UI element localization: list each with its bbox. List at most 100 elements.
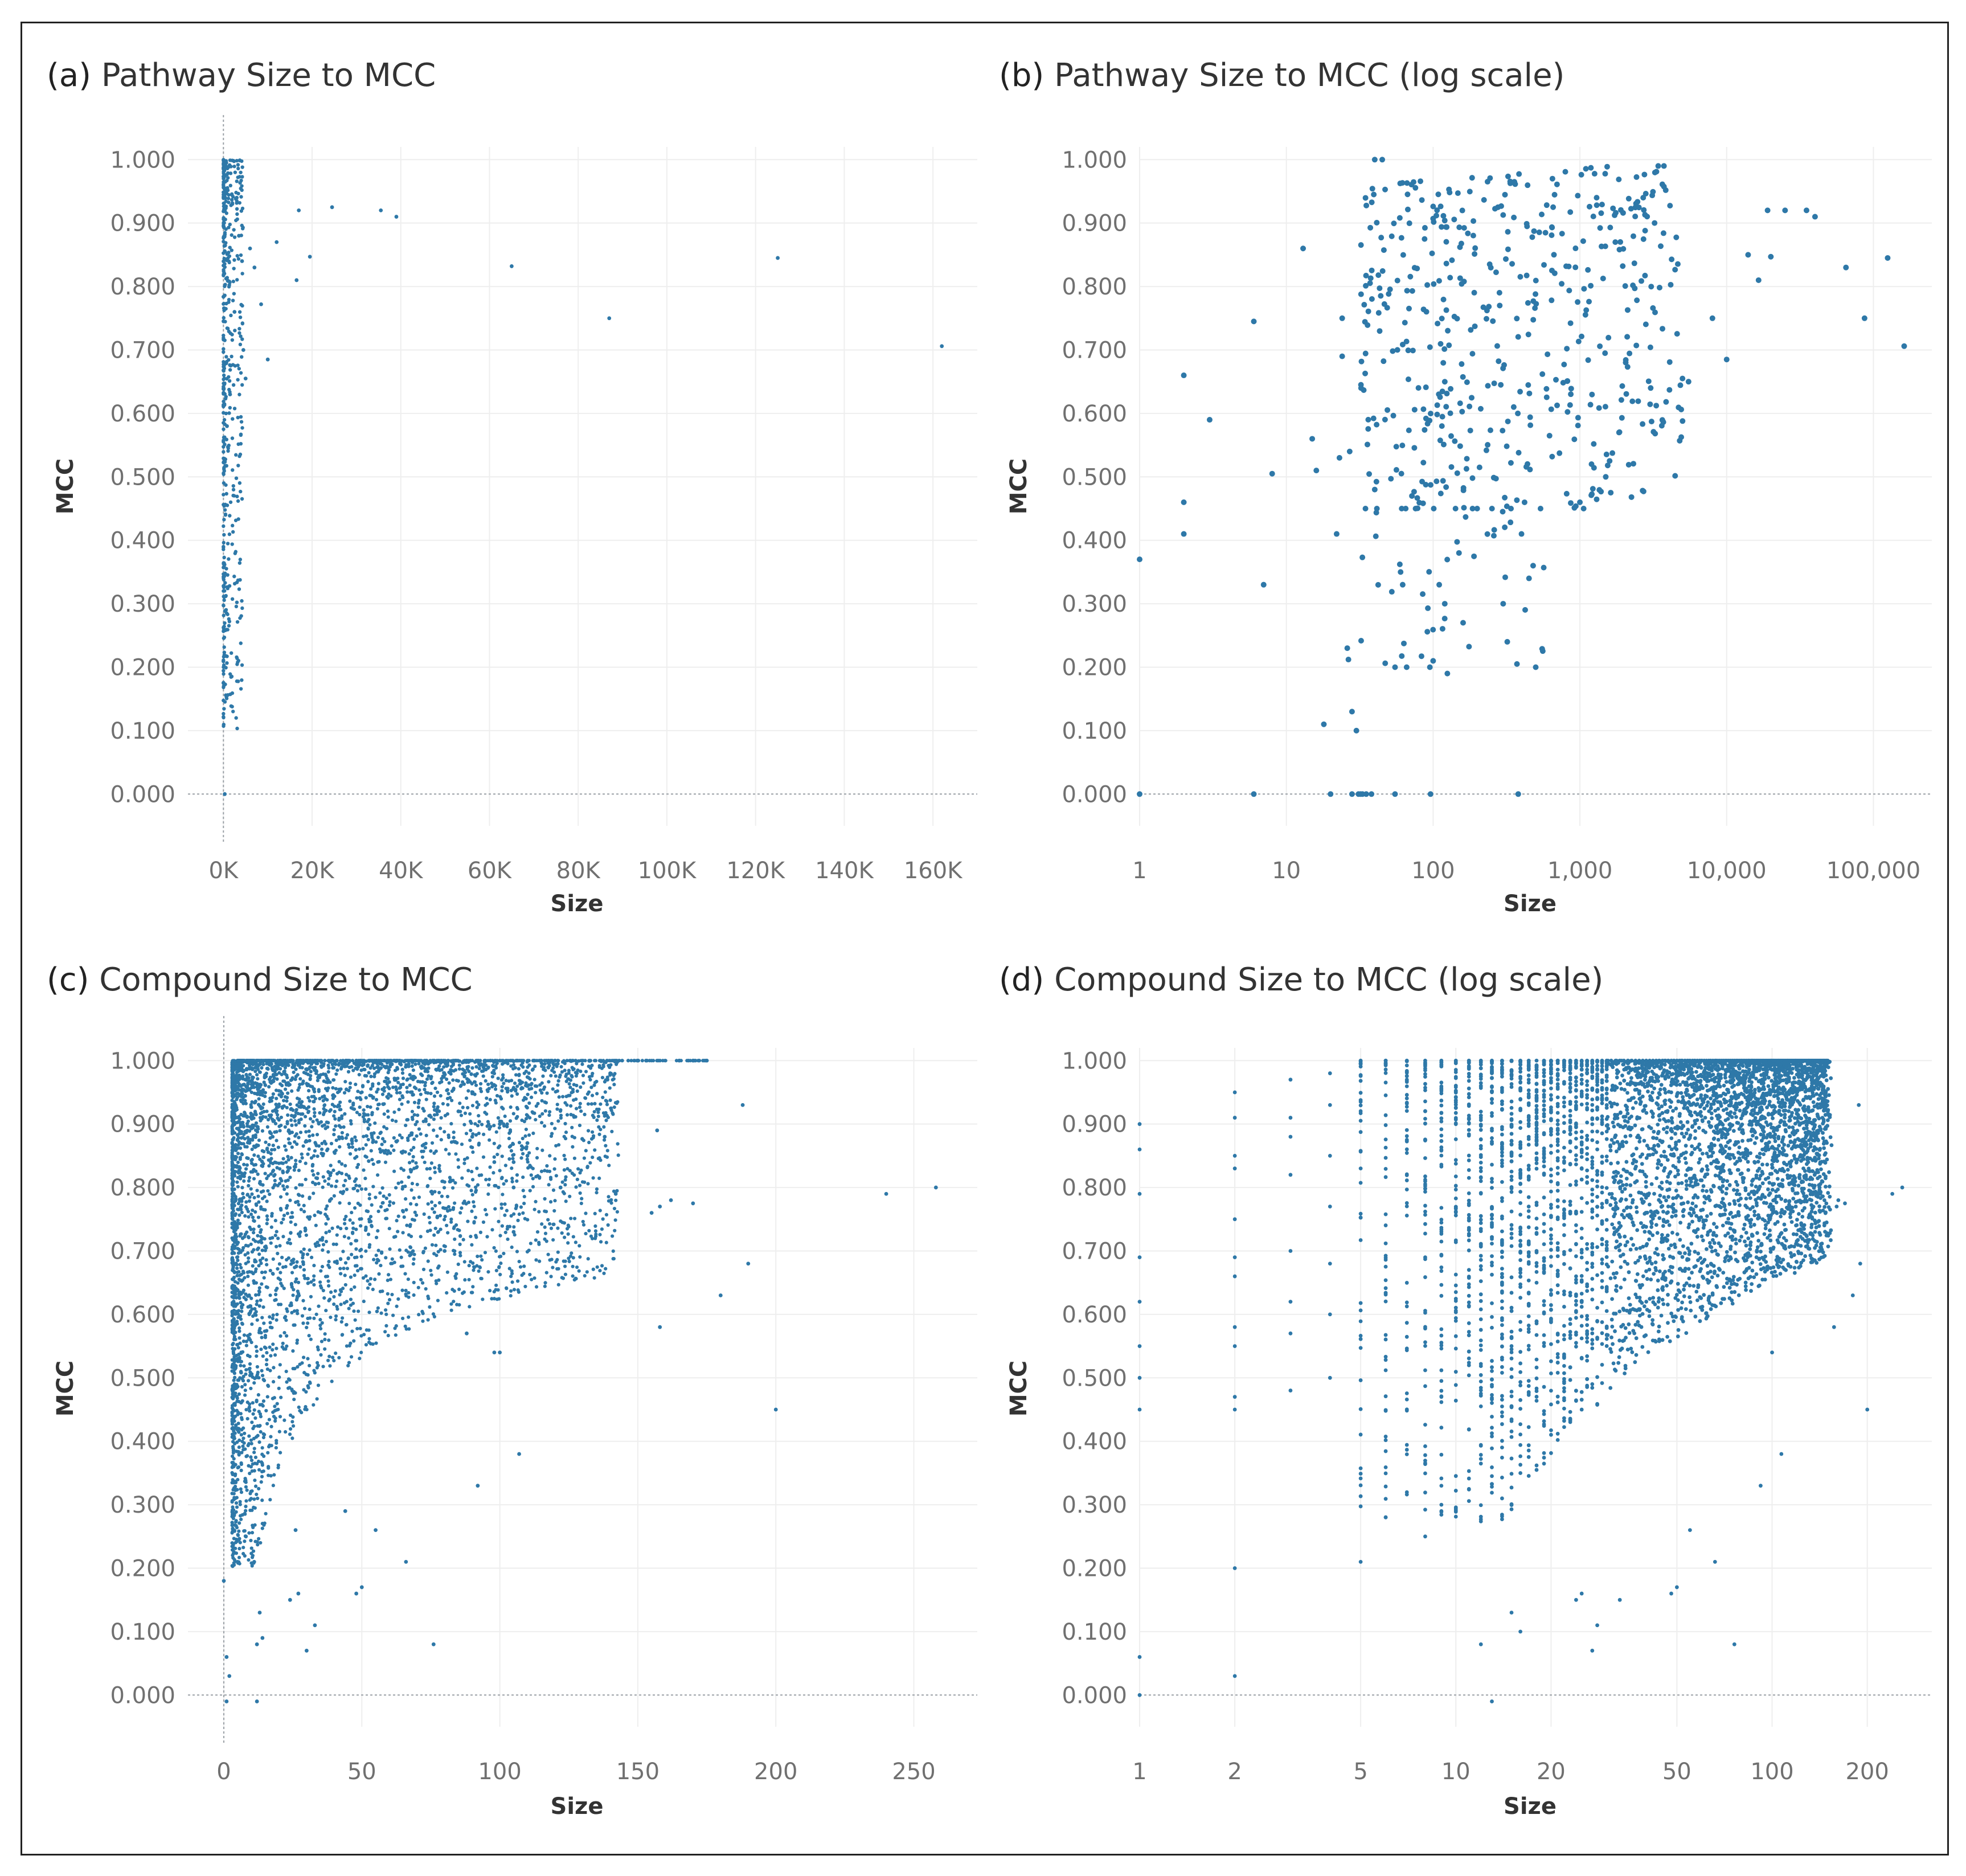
data-point xyxy=(408,1072,412,1077)
data-point xyxy=(1423,415,1429,421)
data-point xyxy=(251,1412,255,1416)
data-point xyxy=(520,1118,524,1123)
data-point xyxy=(260,1461,264,1465)
data-point xyxy=(292,1398,296,1402)
data-point xyxy=(417,1195,421,1199)
data-point xyxy=(577,1183,582,1187)
data-point xyxy=(416,1113,420,1117)
data-point xyxy=(379,1205,383,1209)
data-point xyxy=(236,1185,240,1189)
data-point xyxy=(490,1071,494,1075)
data-point xyxy=(222,629,226,633)
data-point xyxy=(239,420,244,424)
data-point xyxy=(435,1090,440,1095)
data-point xyxy=(265,1214,269,1218)
data-point xyxy=(291,1366,295,1371)
data-point xyxy=(445,1096,450,1101)
data-point xyxy=(359,1255,363,1259)
data-point xyxy=(429,1273,433,1277)
data-point xyxy=(1551,191,1558,198)
data-point xyxy=(466,1169,470,1173)
data-point xyxy=(265,1125,269,1129)
data-point xyxy=(1459,408,1465,415)
data-point xyxy=(371,1342,375,1346)
data-point xyxy=(1536,229,1542,235)
data-point xyxy=(406,1277,410,1281)
data-point xyxy=(470,1082,474,1086)
data-point xyxy=(615,1210,619,1214)
data-point xyxy=(581,1074,585,1078)
data-point xyxy=(239,441,243,446)
data-point xyxy=(470,1092,474,1096)
data-point xyxy=(384,1312,388,1316)
data-point xyxy=(335,1179,339,1183)
data-point xyxy=(368,1123,372,1127)
data-point xyxy=(478,1230,483,1234)
data-point xyxy=(338,1145,342,1149)
data-point xyxy=(222,707,226,711)
data-point xyxy=(1610,205,1616,211)
data-point xyxy=(236,1137,240,1141)
data-point xyxy=(1549,297,1555,304)
data-point xyxy=(579,1070,583,1074)
data-point xyxy=(271,1342,275,1346)
data-point xyxy=(371,1162,375,1166)
data-point xyxy=(423,1080,427,1085)
data-point xyxy=(245,1115,249,1119)
data-point xyxy=(400,1071,405,1075)
data-point xyxy=(347,1306,351,1310)
data-point xyxy=(413,1210,417,1214)
data-point xyxy=(1411,179,1417,185)
data-point xyxy=(232,407,237,411)
data-point xyxy=(348,1218,352,1222)
data-point xyxy=(269,1354,273,1358)
data-point xyxy=(254,1435,259,1439)
data-point xyxy=(1137,556,1142,563)
data-point xyxy=(404,1327,408,1331)
data-point xyxy=(306,1096,310,1100)
data-point xyxy=(222,663,226,667)
data-point xyxy=(436,1105,440,1109)
data-point xyxy=(488,1097,492,1101)
data-point xyxy=(222,576,226,580)
data-point xyxy=(232,1203,236,1207)
data-point xyxy=(404,1288,408,1293)
data-point xyxy=(304,1648,309,1653)
data-point xyxy=(524,1070,528,1074)
data-point xyxy=(610,1129,614,1133)
data-point xyxy=(1437,490,1444,497)
data-point xyxy=(374,1140,378,1144)
data-point xyxy=(1685,379,1691,385)
data-point xyxy=(1468,327,1474,333)
data-point xyxy=(1435,191,1441,198)
data-point xyxy=(445,1270,449,1274)
data-point xyxy=(275,1439,278,1443)
data-point xyxy=(222,216,226,220)
panel-b-title: (b) Pathway Size to MCC (log scale) xyxy=(999,57,1564,94)
data-point xyxy=(541,1074,545,1078)
data-point xyxy=(285,1380,289,1384)
data-point xyxy=(320,1141,324,1145)
data-point xyxy=(303,1124,307,1128)
data-point xyxy=(236,1218,240,1222)
data-point xyxy=(1472,245,1478,251)
x-tick-label: 40K xyxy=(379,858,424,884)
data-point xyxy=(399,1264,403,1268)
data-point xyxy=(1425,605,1431,611)
data-point xyxy=(224,306,228,311)
data-point xyxy=(1435,321,1441,327)
data-point xyxy=(439,1127,443,1130)
data-point xyxy=(1502,524,1508,530)
data-point xyxy=(531,1177,535,1181)
data-point xyxy=(237,481,242,485)
data-point xyxy=(1480,304,1486,310)
data-point xyxy=(426,1062,431,1066)
data-point xyxy=(311,1133,315,1137)
data-point xyxy=(547,1183,551,1187)
data-point xyxy=(353,1273,357,1277)
data-point xyxy=(387,1092,391,1096)
data-point xyxy=(440,1080,444,1084)
data-point xyxy=(1669,256,1675,263)
data-point xyxy=(390,1292,394,1297)
data-point xyxy=(490,1228,494,1232)
